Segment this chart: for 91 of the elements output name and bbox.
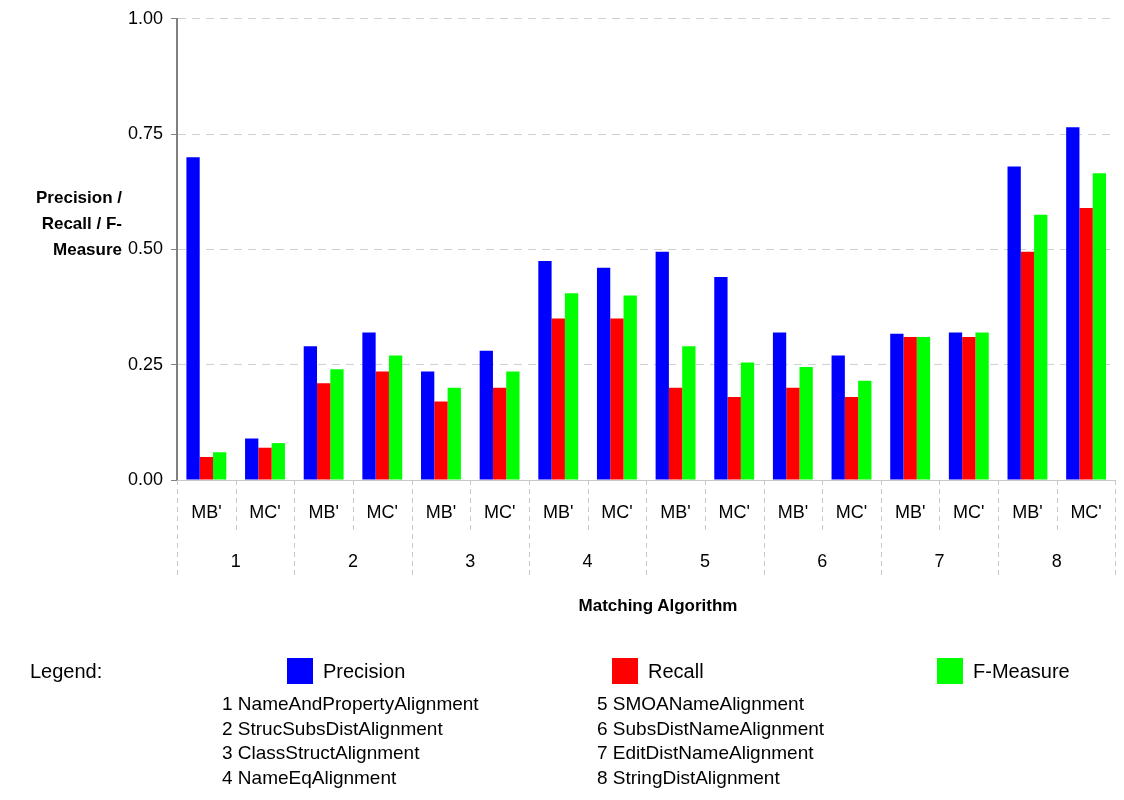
bar [786, 387, 800, 480]
bar [903, 337, 917, 480]
bar [186, 157, 200, 480]
text: 4 [582, 550, 593, 571]
bar [975, 332, 989, 480]
x-tick-label: MC' [718, 501, 750, 522]
x-tick-label: MC' [835, 501, 868, 522]
bar [682, 346, 696, 480]
bar [1020, 251, 1035, 480]
y-tick-label: 0.50 [127, 238, 164, 259]
bar [655, 251, 669, 480]
text: 8 StringDistAlignment [597, 766, 780, 788]
legend-label: F-Measure [973, 659, 1070, 683]
bar [799, 367, 813, 480]
text: 7 EditDistNameAlignment [597, 742, 814, 763]
y-tick-label: 0.75 [127, 123, 164, 144]
bar [844, 396, 859, 480]
bar [596, 267, 611, 480]
bar [948, 332, 963, 480]
bar [890, 333, 904, 480]
bar [330, 369, 344, 480]
bar [271, 443, 285, 480]
bar [362, 332, 376, 480]
y-tick-label: 0.25 [127, 353, 164, 374]
bar [1034, 214, 1048, 480]
legend-label: Precision [323, 659, 406, 683]
bar [388, 355, 403, 480]
x-tick-label: MC' [366, 501, 399, 522]
bar [213, 452, 227, 480]
text: 2 [347, 550, 358, 571]
text: 2 StrucSubsDistAlignment [222, 717, 443, 739]
x-tick-label: MB' [777, 501, 809, 522]
bar [772, 332, 787, 480]
text: 4 NameEqAlignment [222, 766, 397, 788]
x-tick-label: MB' [425, 501, 457, 522]
bar [831, 355, 845, 480]
bar [1066, 127, 1080, 480]
text: 3 ClassStructAlignment [222, 742, 420, 763]
bar [245, 438, 259, 480]
bar [375, 371, 389, 480]
x-tick-label: MC' [249, 501, 281, 522]
x-tick-label: MC' [953, 501, 985, 522]
bar [858, 380, 872, 480]
text: 7 [934, 550, 945, 571]
x-tick-label: MC' [601, 501, 633, 522]
x-tick-label: MB' [543, 501, 574, 522]
bar [317, 383, 331, 480]
x-tick-label: MC' [483, 501, 516, 522]
text: 5 SMOANameAlignment [597, 693, 804, 714]
bar [1007, 166, 1021, 480]
bar [434, 401, 448, 480]
bar [962, 337, 976, 480]
bar [1092, 173, 1107, 480]
text: 6 SubsDistNameAlignment [597, 717, 825, 739]
bar [610, 318, 624, 480]
x-tick-label: MB' [660, 501, 691, 522]
text: 1 [230, 550, 241, 571]
bar [421, 371, 435, 480]
bar [199, 456, 214, 480]
x-tick-label: MB' [1012, 501, 1043, 522]
bar [538, 260, 552, 480]
bar [727, 396, 741, 480]
bar [258, 447, 272, 480]
y-axis-title: Precision / Recall / F-Measure [35, 187, 122, 261]
bar [564, 293, 579, 480]
bar [551, 318, 565, 480]
text: 5 [699, 550, 710, 571]
x-axis-title: Matching Algorithm [577, 596, 739, 616]
x-tick-label: MB' [191, 501, 222, 522]
bar [623, 295, 637, 480]
text: 1 NameAndPropertyAlignment [222, 693, 479, 714]
bar [506, 371, 520, 480]
text: 8 [1051, 550, 1062, 571]
x-tick-label: MB' [308, 501, 339, 522]
bar [714, 277, 728, 480]
y-tick-label: 1.00 [127, 7, 164, 28]
bar [668, 387, 683, 480]
x-tick-label: MB' [894, 501, 926, 522]
text: 3 [465, 550, 476, 571]
bar [447, 387, 461, 480]
y-tick-label: 0.00 [127, 468, 164, 489]
text: 6 [817, 550, 828, 571]
bar [1079, 207, 1093, 480]
text: Legend: [30, 660, 103, 683]
bar [916, 337, 931, 480]
bar [303, 346, 318, 480]
bar [740, 362, 755, 480]
bar [479, 350, 493, 480]
x-tick-label: MC' [1070, 501, 1102, 522]
bar [492, 387, 507, 480]
legend-label: Recall [648, 659, 704, 683]
